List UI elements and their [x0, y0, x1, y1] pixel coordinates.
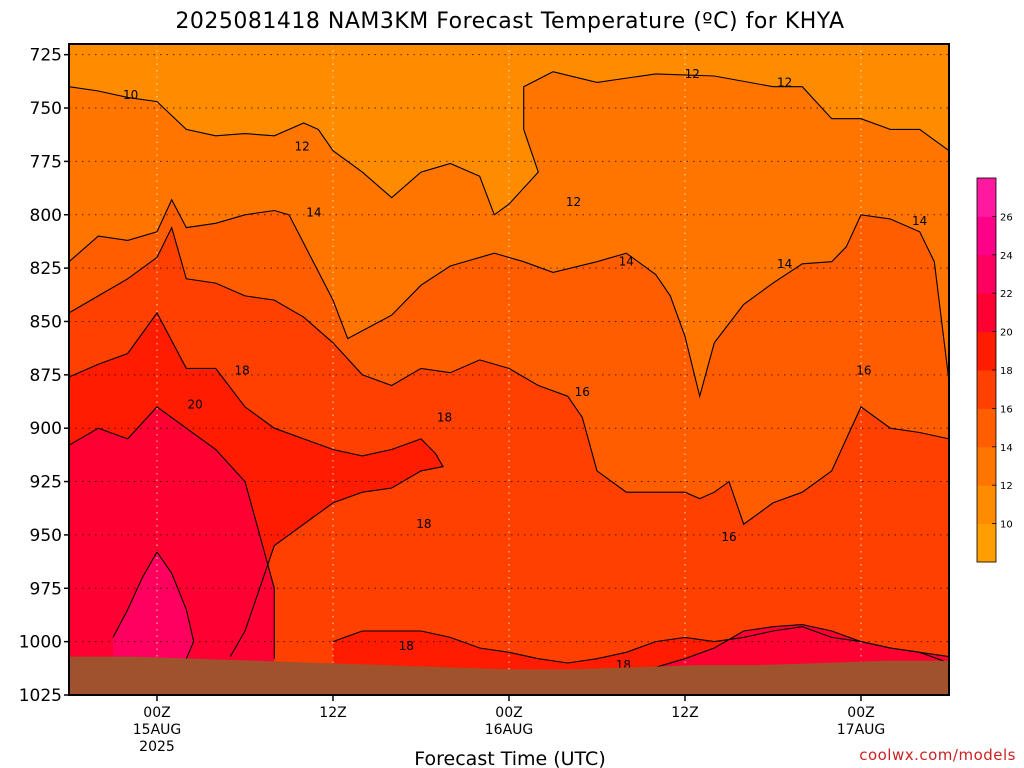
x-tick-label: 12Z	[671, 705, 698, 721]
colorbar-swatch	[977, 178, 996, 217]
contour-label: 10	[123, 88, 138, 102]
x-tick-label: 16AUG	[485, 722, 534, 738]
contour-label: 14	[306, 206, 321, 220]
contour-layer	[69, 71, 949, 668]
contour-label: 16	[575, 385, 590, 399]
colorbar-label: 22	[1000, 289, 1013, 300]
x-tick-label: 15AUG	[133, 722, 182, 738]
colorbar-label: 26	[1000, 212, 1013, 223]
y-tick-label: 975	[30, 579, 62, 599]
colorbar-swatch	[977, 523, 996, 563]
contour-label: 16	[856, 364, 871, 378]
contour-line-16	[69, 226, 949, 526]
contour-line-12	[69, 71, 949, 216]
grid-layer	[69, 44, 949, 695]
y-tick-label: 1025	[19, 686, 62, 706]
x-tick-label: 12Z	[319, 705, 346, 721]
contour-line-20	[69, 406, 275, 659]
colorbar-swatch	[977, 485, 996, 525]
contour-label: 12	[295, 140, 310, 154]
contour-label: 20	[187, 398, 202, 412]
colorbar-label: 24	[1000, 251, 1013, 262]
ground-layer	[69, 656, 949, 695]
contour-label: 18	[399, 639, 414, 653]
contour-label: 14	[619, 255, 634, 269]
contour-line-18	[332, 626, 949, 664]
colorbar-swatch	[977, 370, 996, 409]
contour-label: 14	[912, 214, 927, 228]
chart-title: 2025081418 NAM3KM Forecast Temperature (…	[175, 9, 844, 34]
contour-label: 16	[721, 530, 736, 544]
contour-line-14	[69, 198, 949, 399]
y-tick-label: 925	[30, 473, 62, 493]
x-axis-title: Forecast Time (UTC)	[414, 748, 605, 768]
colorbar-swatch	[977, 408, 996, 448]
y-tick-label: 900	[30, 419, 62, 439]
y-tick-label: 950	[30, 526, 62, 546]
contour-label: 12	[685, 67, 700, 81]
x-tick-label: 17AUG	[837, 722, 886, 738]
y-tick-label: 850	[30, 312, 62, 332]
contour-line-20	[655, 624, 949, 668]
colorbar-swatch	[977, 293, 996, 333]
contour-line-22	[112, 550, 195, 659]
contour-label-layer: 10121212121414141416161618181818182020	[123, 67, 927, 683]
y-axis: 725 750 775 800 825 850 875 900 925 950 975 1000 102…	[19, 46, 69, 706]
colorbar-swatch	[977, 446, 996, 486]
colorbar-label: 18	[1000, 366, 1013, 377]
y-tick-label: 800	[30, 206, 62, 226]
contour-line-18	[69, 311, 444, 657]
credit-text: coolwx.com/models	[859, 746, 1016, 764]
y-tick-label: 1000	[19, 633, 62, 653]
contour-label: 12	[777, 75, 792, 89]
x-tick-label: 00Z	[495, 705, 522, 721]
colorbar-label: 14	[1000, 443, 1013, 454]
colorbar-swatch	[977, 216, 996, 256]
colorbar: 10 12 14 16 18 20 22 24 26	[976, 177, 1013, 563]
colorbar-label: 12	[1000, 481, 1013, 492]
x-tick-label: 00Z	[143, 705, 170, 721]
contour-label: 18	[437, 411, 452, 425]
contour-label: 14	[777, 257, 792, 271]
colorbar-label: 16	[1000, 404, 1013, 415]
x-tick-label: 00Z	[847, 705, 874, 721]
y-tick-label: 775	[30, 152, 62, 172]
contour-label: 18	[416, 517, 431, 531]
contour-label: 12	[566, 195, 581, 209]
x-tick-label: 2025	[139, 739, 175, 755]
y-tick-label: 875	[30, 366, 62, 386]
y-tick-label: 750	[30, 99, 62, 119]
colorbar-swatch	[977, 331, 996, 371]
y-tick-label: 825	[30, 259, 62, 279]
y-tick-label: 725	[30, 46, 62, 66]
ground-surface	[69, 656, 949, 695]
colorbar-swatch	[977, 254, 996, 294]
colorbar-label: 10	[1000, 520, 1013, 531]
contour-label: 18	[234, 364, 249, 378]
colorbar-label: 20	[1000, 328, 1013, 339]
